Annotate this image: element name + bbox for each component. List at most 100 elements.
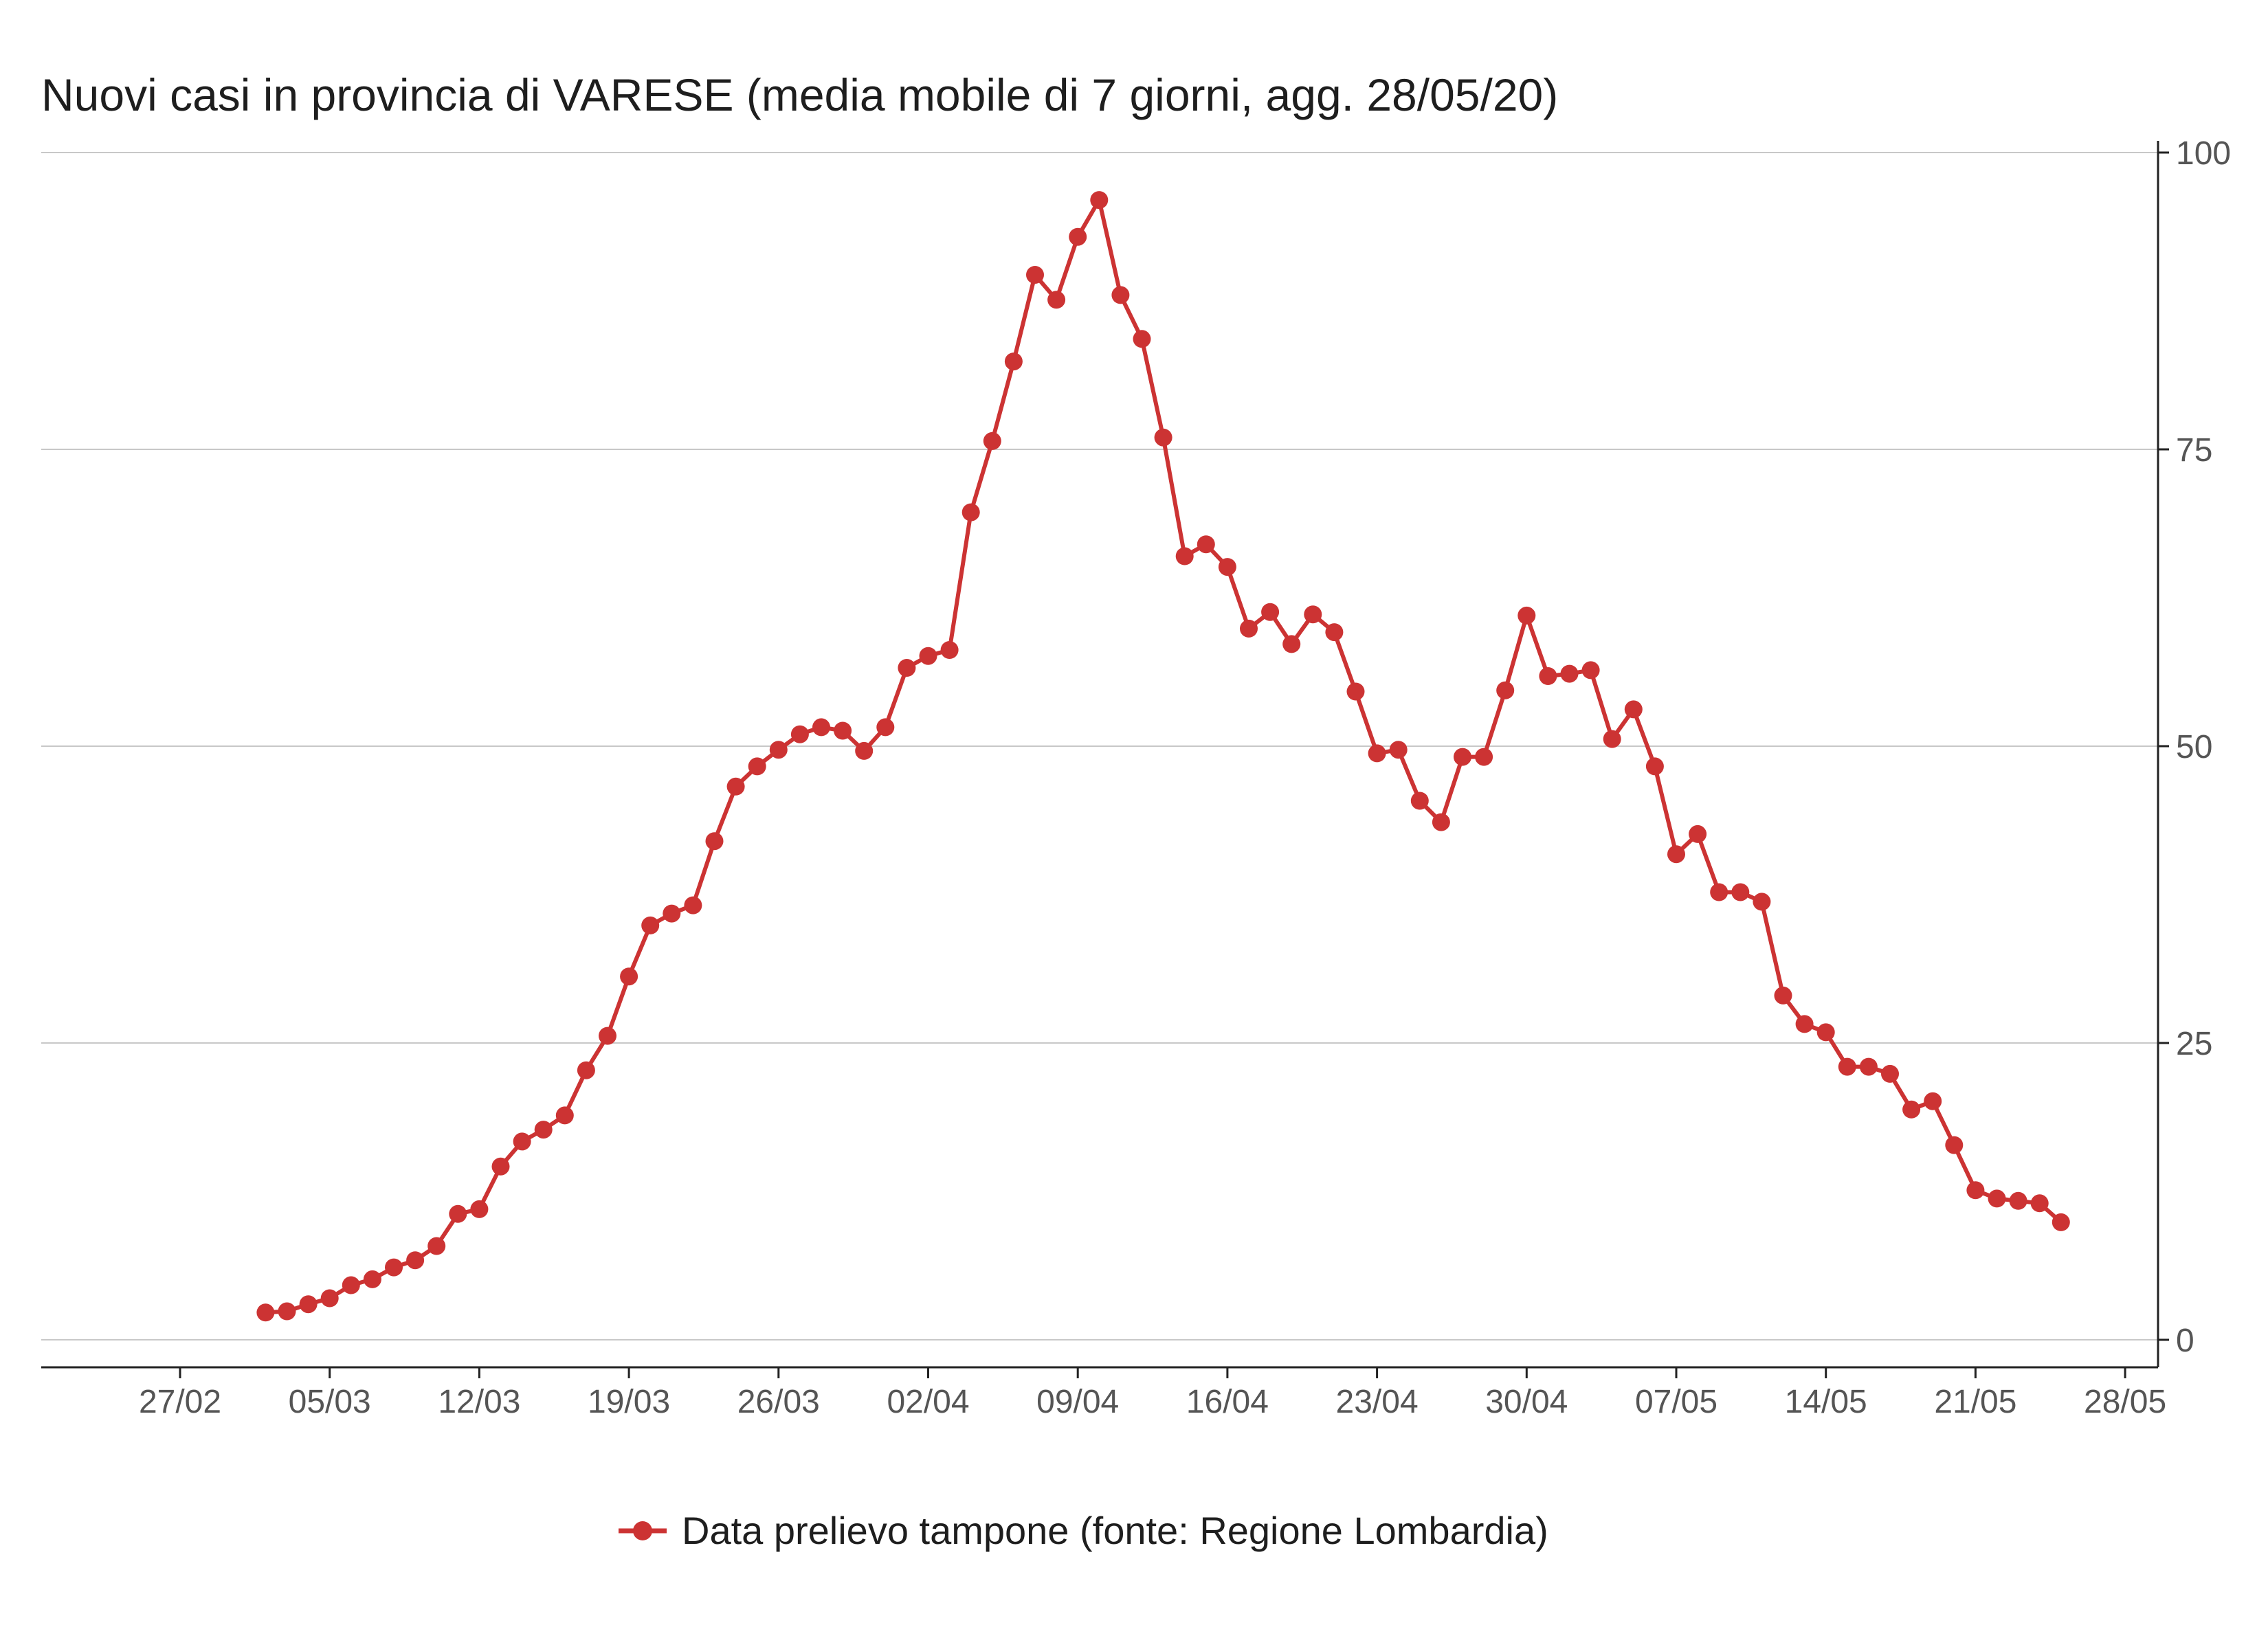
x-tick-label: 09/04 — [1036, 1384, 1119, 1420]
data-point — [898, 659, 916, 677]
data-point — [620, 967, 638, 986]
data-point — [1261, 603, 1280, 621]
data-point — [1603, 730, 1621, 748]
data-point — [1881, 1064, 1899, 1083]
x-tick-label: 02/04 — [887, 1384, 969, 1420]
legend-label: Data prelievo tampone (fonte: Regione Lo… — [682, 1509, 1548, 1552]
data-point — [1304, 605, 1322, 624]
data-point — [1816, 1023, 1835, 1042]
data-point — [577, 1061, 595, 1079]
data-point — [2009, 1191, 2027, 1210]
data-point — [406, 1251, 425, 1270]
data-point — [1988, 1189, 2006, 1208]
data-point — [1069, 227, 1087, 246]
data-point — [1645, 757, 1664, 776]
data-point — [363, 1270, 381, 1288]
data-point — [1689, 824, 1707, 843]
data-point — [2030, 1194, 2049, 1213]
y-tick-label: 50 — [2176, 729, 2212, 765]
x-tick-label: 16/04 — [1186, 1384, 1269, 1420]
data-point — [1004, 352, 1023, 371]
y-tick-label: 0 — [2176, 1323, 2194, 1359]
data-point — [470, 1200, 489, 1218]
data-point — [663, 904, 681, 923]
data-point — [1133, 330, 1151, 348]
data-point — [769, 741, 788, 759]
data-point — [1389, 741, 1408, 759]
data-point — [705, 832, 724, 851]
data-point — [641, 916, 660, 934]
data-point — [449, 1204, 467, 1223]
data-point — [1795, 1015, 1814, 1033]
data-point — [1218, 558, 1236, 576]
data-point — [684, 896, 702, 915]
data-point — [1560, 664, 1579, 683]
data-point — [812, 718, 830, 737]
y-tick-label: 100 — [2176, 135, 2231, 172]
x-tick-label: 07/05 — [1635, 1384, 1717, 1420]
data-point — [790, 725, 809, 743]
x-tick-label: 21/05 — [1934, 1384, 2016, 1420]
data-point — [1859, 1057, 1878, 1076]
axes — [41, 141, 2169, 1378]
data-point — [1753, 893, 1771, 911]
data-point — [1454, 748, 1471, 766]
data-point — [1924, 1092, 1942, 1110]
data-point — [1325, 623, 1344, 642]
data-point — [1667, 845, 1685, 864]
data-point — [555, 1106, 574, 1125]
data-point — [834, 721, 852, 740]
data-series — [256, 191, 2070, 1322]
legend: Data prelievo tampone (fonte: Regione Lo… — [619, 1508, 1548, 1553]
chart-title: Nuovi casi in provincia di VARESE (media… — [41, 69, 1559, 120]
data-point — [1966, 1181, 1985, 1200]
data-point — [278, 1302, 296, 1321]
x-tick-label: 14/05 — [1785, 1384, 1867, 1420]
data-point — [919, 647, 937, 665]
data-point — [342, 1276, 360, 1294]
data-point — [876, 718, 895, 737]
data-point — [1026, 266, 1044, 284]
data-point — [1197, 535, 1215, 554]
data-point — [1539, 667, 1557, 685]
data-point — [1581, 661, 1600, 680]
tick-labels: 0 25 50 75 100 27/02 05/03 12/03 19/03 26/03 02/04… — [139, 135, 2231, 1420]
data-point — [1175, 547, 1194, 565]
data-point — [599, 1027, 616, 1045]
data-point — [1838, 1057, 1856, 1076]
data-point — [1902, 1100, 1921, 1119]
y-tick-label: 25 — [2176, 1026, 2212, 1062]
x-tick-label: 19/03 — [588, 1384, 670, 1420]
data-point — [1432, 813, 1450, 831]
data-point — [1945, 1136, 1964, 1154]
data-point — [1282, 635, 1301, 653]
data-point — [491, 1157, 510, 1176]
data-point — [855, 741, 874, 760]
data-point — [1240, 619, 1258, 638]
data-point — [1410, 792, 1429, 810]
data-point — [961, 503, 980, 521]
data-point — [385, 1258, 403, 1277]
series-line — [265, 198, 2063, 1315]
data-point — [1774, 986, 1792, 1005]
x-tick-label: 12/03 — [438, 1384, 520, 1420]
x-tick-label: 30/04 — [1485, 1384, 1568, 1420]
data-point — [940, 641, 959, 659]
x-tick-label: 27/02 — [139, 1384, 221, 1420]
x-tick-label: 23/04 — [1336, 1384, 1419, 1420]
y-tick-label: 75 — [2176, 432, 2212, 469]
x-tick-label: 05/03 — [289, 1384, 371, 1420]
data-point — [1496, 681, 1515, 699]
x-tick-label: 26/03 — [737, 1384, 820, 1420]
data-point — [299, 1295, 318, 1314]
data-point — [513, 1132, 531, 1151]
data-point — [427, 1237, 446, 1255]
data-point — [726, 777, 745, 796]
data-point — [534, 1121, 553, 1139]
data-point — [748, 757, 766, 776]
data-point — [320, 1289, 339, 1308]
data-point — [2052, 1213, 2070, 1231]
data-point — [1517, 606, 1536, 625]
data-point — [1731, 883, 1750, 901]
